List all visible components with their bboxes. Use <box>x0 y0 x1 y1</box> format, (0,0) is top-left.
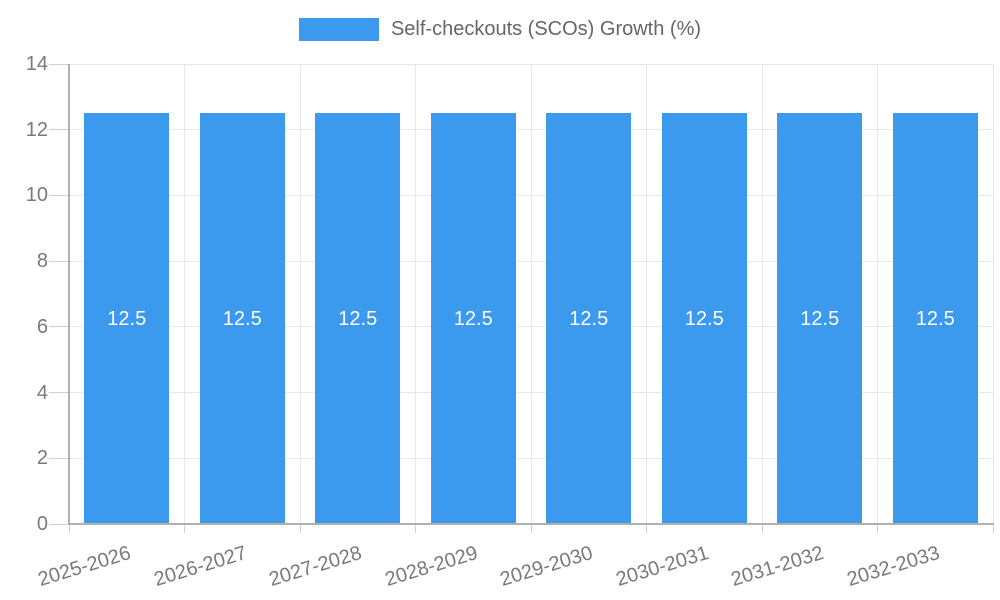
y-tick-label: 8 <box>36 250 48 273</box>
chart-legend[interactable]: Self-checkouts (SCOs) Growth (%) <box>0 18 1000 41</box>
x-tick-label: 2025-2026 <box>35 541 134 591</box>
bar-value-label: 12.5 <box>800 307 840 330</box>
x-gridline <box>646 64 647 524</box>
bar-value-label: 12.5 <box>569 307 609 330</box>
x-tick-label: 2032-2033 <box>844 541 942 591</box>
y-axis-line <box>68 64 70 525</box>
y-tick-mark <box>49 326 69 328</box>
bar <box>84 113 170 524</box>
bar-value-label: 12.5 <box>107 307 147 330</box>
x-tick-label: 2028-2029 <box>382 541 480 591</box>
x-tick-mark <box>646 524 647 533</box>
x-tick-mark <box>877 524 878 533</box>
x-gridline <box>761 64 763 524</box>
bar <box>777 113 863 524</box>
x-tick-label: 2026-2027 <box>151 541 249 591</box>
y-tick-label: 14 <box>25 53 48 75</box>
bar <box>546 113 632 524</box>
y-tick-mark <box>49 260 69 262</box>
bar <box>315 113 401 524</box>
bar <box>199 113 285 524</box>
bar <box>430 113 516 524</box>
x-tick-mark <box>992 524 994 533</box>
y-tick-label: 4 <box>36 381 48 404</box>
bar-value-label: 12.5 <box>222 307 262 330</box>
x-tick-label: 2029-2030 <box>497 541 596 591</box>
y-tick-label: 0 <box>36 513 48 535</box>
y-tick-mark <box>49 129 69 131</box>
y-tick-label: 10 <box>25 184 48 207</box>
y-tick-mark <box>49 457 69 459</box>
x-tick-mark <box>761 524 763 533</box>
x-gridline <box>184 64 185 524</box>
x-gridline <box>877 64 878 524</box>
x-tick-label: 2030-2031 <box>613 541 711 591</box>
x-tick-label: 2027-2028 <box>266 541 365 591</box>
y-tick-label: 2 <box>36 447 48 470</box>
bar-value-label: 12.5 <box>684 307 724 330</box>
y-tick-label: 12 <box>25 118 48 141</box>
bar-value-label: 12.5 <box>338 307 378 330</box>
y-tick-mark <box>49 523 69 525</box>
legend-swatch <box>298 18 379 41</box>
y-tick-mark <box>49 63 69 65</box>
bar-value-label: 12.5 <box>915 307 955 330</box>
x-gridline <box>530 64 532 524</box>
y-tick-label: 6 <box>36 315 48 338</box>
x-tick-label: 2031-2032 <box>728 541 827 591</box>
bar <box>892 113 978 524</box>
x-tick-mark <box>184 524 185 533</box>
y-tick-mark <box>49 392 69 394</box>
x-tick-mark <box>415 524 416 533</box>
x-tick-mark <box>530 524 532 533</box>
x-gridline <box>299 64 301 524</box>
y-tick-mark <box>49 194 69 196</box>
bar-value-label: 12.5 <box>453 307 493 330</box>
legend-label: Self-checkouts (SCOs) Growth (%) <box>390 18 702 40</box>
bar <box>661 113 747 524</box>
x-gridline <box>415 64 416 524</box>
x-tick-mark <box>68 524 70 533</box>
x-axis-line <box>68 523 994 525</box>
x-gridline <box>992 64 994 524</box>
x-tick-mark <box>299 524 301 533</box>
